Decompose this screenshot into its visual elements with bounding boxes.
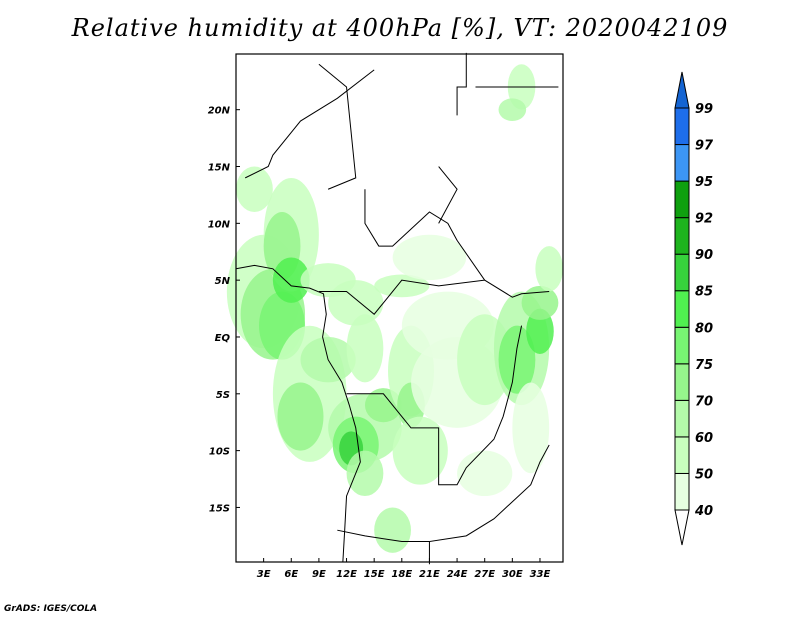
colorbar: 40 50 60 70 75 80 85 90 92 95 97 99 <box>674 71 714 546</box>
colorbar-segment <box>674 436 690 474</box>
country-boundary <box>235 264 361 563</box>
x-tick-label: 18E <box>391 569 412 580</box>
colorbar-segment <box>674 253 690 292</box>
map-frame <box>235 53 564 563</box>
country-boundary <box>318 63 357 190</box>
colorbar-label: 40 <box>694 504 713 519</box>
x-tick-label: 15E <box>364 569 385 580</box>
y-tick-label: 10S <box>209 447 230 458</box>
colorbar-label: 75 <box>695 358 713 373</box>
x-tick-label: 9E <box>312 569 326 580</box>
colorbar-label: 97 <box>695 139 714 154</box>
colorbar-segment <box>674 107 690 146</box>
x-tick-label: 27E <box>474 569 495 580</box>
humidity-contour-region <box>374 274 430 298</box>
colorbar-segment <box>674 144 690 182</box>
colorbar-label: 85 <box>695 285 713 300</box>
country-boundary <box>364 189 486 281</box>
humidity-contour-region <box>457 450 513 497</box>
country-boundary <box>346 325 523 486</box>
x-tick-label: 12E <box>336 569 357 580</box>
grads-credit: GrADS: IGES/COLA <box>4 604 98 614</box>
humidity-contour-region <box>392 416 448 485</box>
y-tick-label: 15S <box>209 503 230 514</box>
humidity-contour-region <box>521 285 559 320</box>
country-boundary <box>337 529 430 543</box>
colorbar-label: 50 <box>695 467 713 482</box>
humidity-field <box>226 64 563 553</box>
x-tick-label: 24E <box>447 569 468 580</box>
map-title: Relative humidity at 400hPa [%], VT: 202… <box>71 14 729 42</box>
humidity-contour-region <box>272 257 310 303</box>
colorbar-segment <box>674 472 690 511</box>
humidity-contour-region <box>277 382 324 451</box>
humidity-contour-region <box>392 234 467 281</box>
colorbar-segment <box>674 180 690 219</box>
humidity-contour-region <box>498 98 527 122</box>
colorbar-label: 70 <box>695 394 713 409</box>
x-tick-label: 33E <box>530 569 551 580</box>
humidity-contour-region <box>346 314 384 383</box>
y-tick-label: 15N <box>208 163 231 174</box>
country-boundary <box>318 279 550 315</box>
y-tick-label: EQ <box>215 333 231 344</box>
country-boundary <box>438 166 458 224</box>
humidity-contour-region <box>346 450 384 497</box>
colorbar-segment <box>674 217 690 255</box>
colorbar-label: 60 <box>695 431 713 446</box>
country-boundary <box>244 69 375 179</box>
humidity-contour-region <box>512 382 550 474</box>
x-tick-label: 21E <box>419 569 440 580</box>
colorbar-label: 80 <box>695 321 713 336</box>
country-boundary <box>456 52 467 116</box>
colorbar-segment <box>674 326 690 365</box>
x-tick-label: 3E <box>257 569 271 580</box>
colorbar-segment <box>674 399 690 438</box>
colorbar-label: 99 <box>695 102 713 117</box>
y-tick-label: 20N <box>208 106 231 117</box>
colorbar-label: 95 <box>695 175 713 190</box>
x-tick-label: 30E <box>502 569 523 580</box>
colorbar-label: 90 <box>695 248 713 263</box>
colorbar-under-triangle <box>674 509 690 546</box>
colorbar-segment <box>674 363 690 401</box>
y-tick-label: 10N <box>208 219 231 230</box>
humidity-contour-region <box>535 246 563 292</box>
x-tick-label: 6E <box>284 569 298 580</box>
colorbar-over-triangle <box>674 71 690 109</box>
humidity-contour-region <box>498 325 536 394</box>
y-tick-label: 5N <box>215 276 231 287</box>
colorbar-segment <box>674 290 690 328</box>
y-tick-label: 5S <box>216 390 230 401</box>
humidity-contour-region <box>374 507 411 553</box>
humidity-contour-region <box>526 308 554 354</box>
colorbar-label: 92 <box>695 212 713 227</box>
